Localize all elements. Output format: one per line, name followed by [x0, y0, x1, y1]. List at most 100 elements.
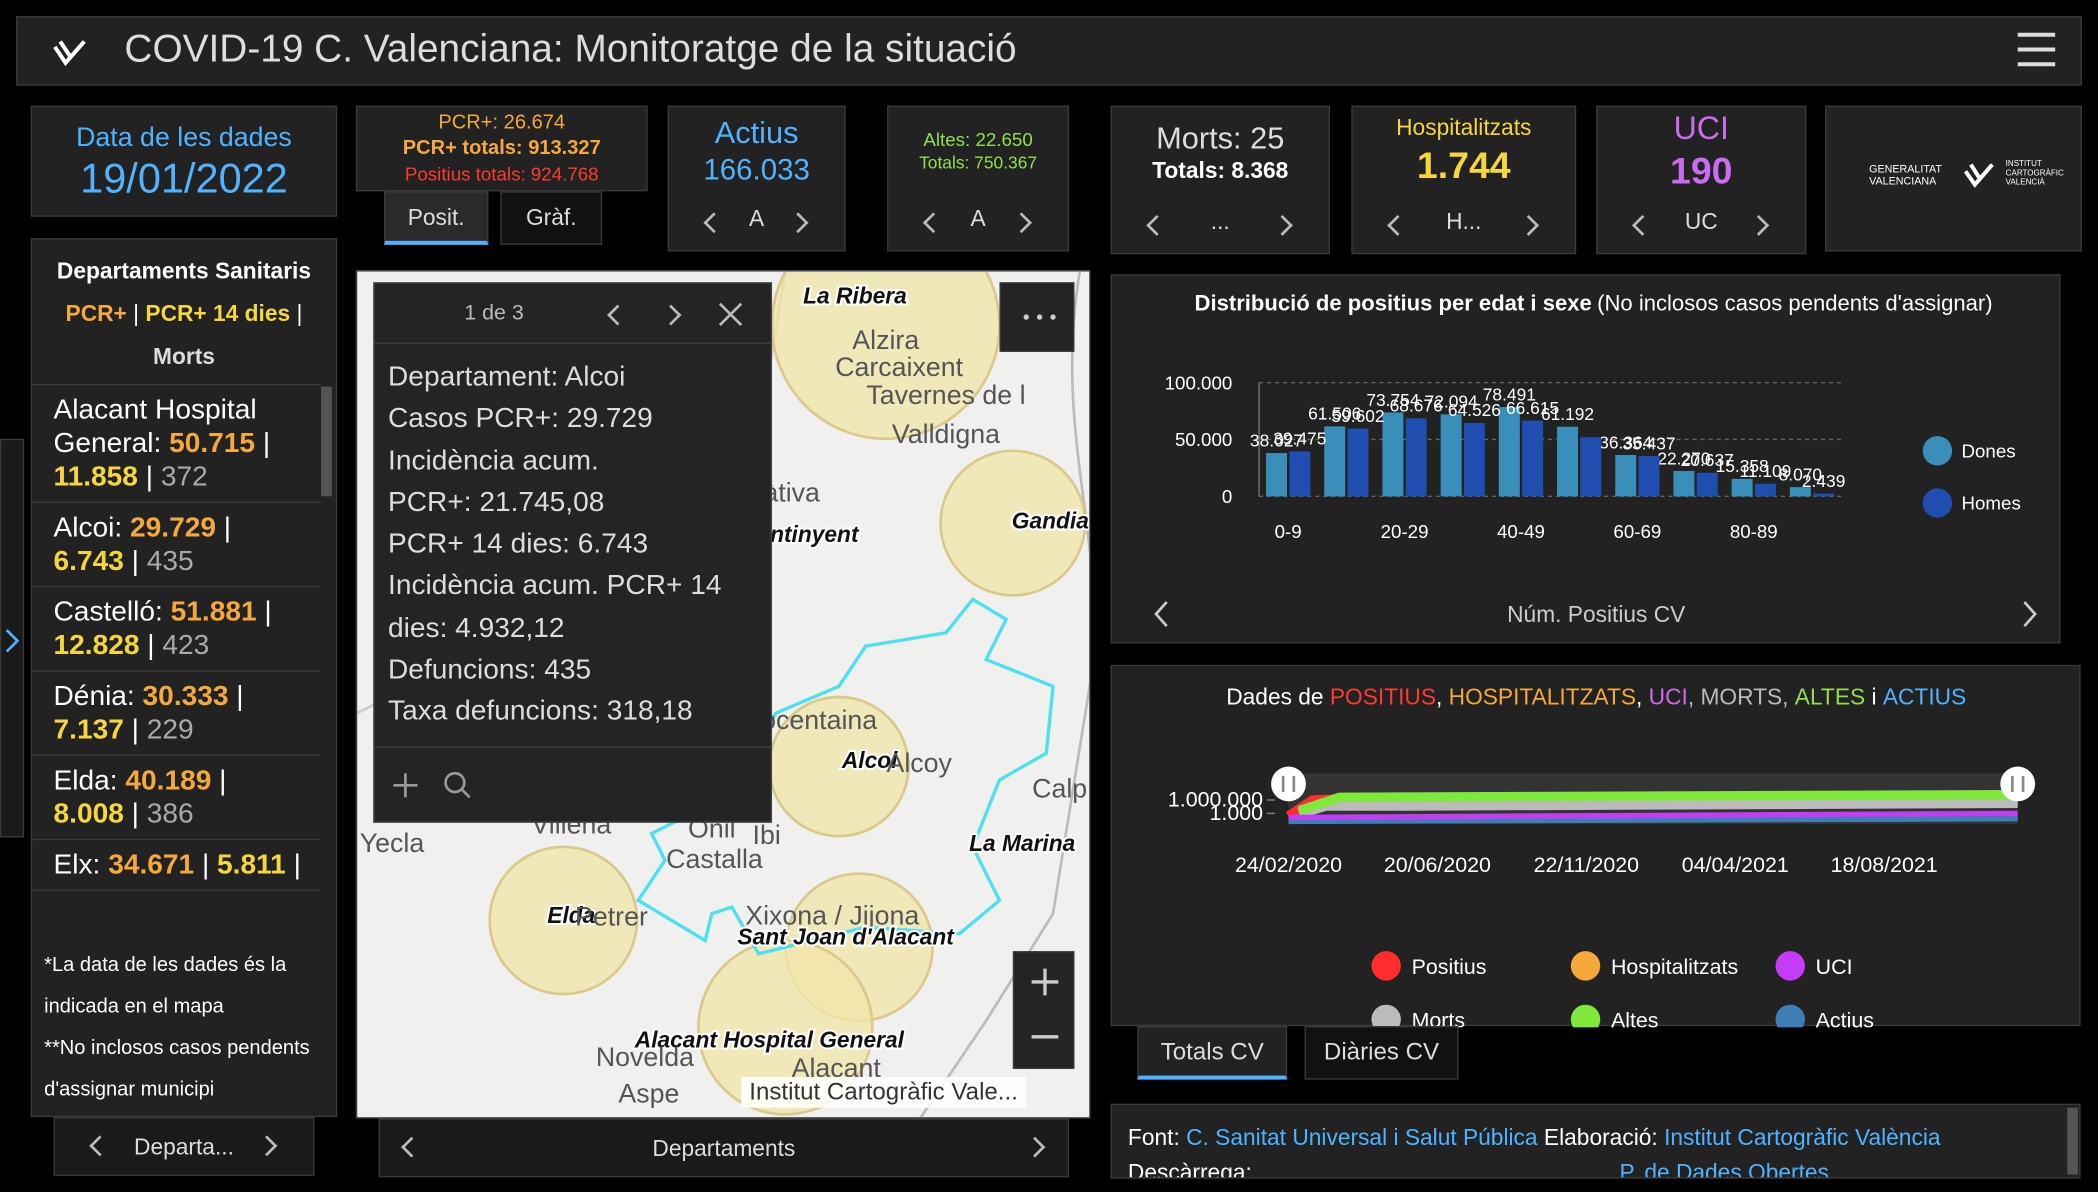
card-title: Actius [714, 115, 799, 150]
popup-divider [374, 746, 771, 748]
footer-text: Font: C. Sanitat Universal i Salut Públi… [1128, 1121, 2065, 1179]
popup-line: Incidència acum. PCR+ 14 [388, 570, 722, 602]
bar [1347, 428, 1369, 497]
department-item[interactable]: Castelló: 51.881 12.828 423 [32, 587, 322, 672]
value-label: 61.506 [1308, 404, 1361, 424]
card-line: Morts: 25 [1156, 120, 1285, 156]
tab[interactable]: Posit. [384, 191, 489, 245]
dept-name: Dénia: [53, 680, 135, 712]
department-item[interactable]: Elx: 34.671 5.811 [32, 840, 322, 891]
departments-panel: Departaments Sanitaris PCR+PCR+ 14 dies … [30, 238, 338, 1118]
y-tick-label: 1.000.000 [1168, 788, 1263, 812]
card-nav: ... [1210, 208, 1230, 235]
place-label: La Ribera [803, 283, 907, 309]
card-value: 190 [1670, 149, 1733, 192]
handle-grip [1281, 775, 2025, 792]
bar [1580, 437, 1602, 497]
popup-line: dies: 4.932,12 [388, 612, 565, 644]
place-label: Novelda [596, 1042, 694, 1072]
nav-prev[interactable] [1154, 601, 1168, 627]
dept-name: Alcoi: [53, 512, 123, 544]
dept-name: Elx: [53, 849, 101, 881]
legend-morts: Morts [153, 343, 215, 370]
separator [138, 462, 161, 493]
footer-label: Elaboració: [1543, 1125, 1658, 1151]
place-label: Carcaixent [835, 352, 963, 382]
department-item[interactable]: Dénia: 30.333 7.137 229 [32, 672, 322, 756]
separator [124, 546, 147, 577]
department-item[interactable]: Elda: 40.1898.008 386 [32, 756, 322, 841]
bar [1463, 422, 1485, 497]
x-tick-label: 0-9 [1275, 521, 1302, 542]
value-label: 2.439 [1802, 471, 1845, 491]
place-label: Elda [547, 902, 595, 928]
value-label: 78.491 [1483, 384, 1536, 404]
footer-link[interactable]: P. de Dades Obertes [1619, 1159, 1829, 1179]
value-label: 59.602 [1331, 406, 1384, 426]
place-label: Calp [1032, 773, 1087, 803]
tab[interactable]: Totals CV [1137, 1026, 1288, 1080]
panel-legend: PCR+ PCR+ 14 dies [32, 301, 336, 328]
popup: 1 de 3 Departament: Alcoi Casos PCR+: 29.… [373, 282, 773, 823]
date-label: Data de les dades [76, 123, 292, 153]
date-card: Data de les dades 19/01/2022 [30, 105, 338, 217]
pcr-line: PCR+: 26.674 [438, 111, 566, 134]
separator [255, 428, 270, 459]
nav-label: Departa... [134, 1134, 234, 1160]
x-tick-label: 40-49 [1497, 521, 1545, 542]
scrollbar[interactable] [321, 386, 332, 497]
place-label: Alcoi [841, 747, 898, 773]
menu-button[interactable] [2016, 31, 2056, 68]
title-part: , MORTS, [1688, 683, 1795, 709]
popup-line: Casos PCR+: 29.729 [388, 403, 653, 434]
side-toggle[interactable] [0, 438, 25, 838]
slider-handle[interactable] [1271, 766, 1306, 802]
zoom-control[interactable] [1012, 951, 1075, 1069]
popup-line: Departament: Alcoi [388, 361, 626, 392]
x-tick-label: 24/02/2020 [1235, 853, 1342, 877]
map[interactable]: La Ribera Alzira Carcaixent Tavernes de l Va… [355, 270, 1091, 1119]
popup-close[interactable] [718, 302, 743, 327]
legend-label: Morts [1412, 1008, 1465, 1027]
dept-morts: 229 [146, 714, 194, 746]
place-label: La Marina [969, 830, 1075, 856]
separator [290, 301, 302, 326]
tab[interactable]: Gràf. [500, 191, 603, 245]
bar [1731, 478, 1753, 497]
place-label: Alacant Hospital General [634, 1026, 905, 1052]
separator [194, 850, 217, 881]
value-label: 11.109 [1739, 461, 1791, 481]
nav-next[interactable] [2023, 601, 2037, 627]
dept-morts: 372 [160, 461, 208, 493]
popup-tools[interactable] [391, 771, 471, 803]
slider-handle[interactable] [2000, 766, 2036, 802]
value-label: 38.027 [1250, 430, 1303, 450]
tab-label: Posit. [407, 204, 465, 231]
separator [216, 512, 231, 543]
separator [124, 799, 147, 830]
map-menu[interactable] [999, 282, 1075, 352]
altes-card: Altes: 22.650 Totals: 750.367 A [887, 105, 1070, 252]
place-label: Alzira [852, 325, 919, 355]
department-item[interactable]: Alcoi: 29.7296.743 435 [32, 503, 322, 588]
title-part: , [1636, 683, 1649, 709]
footer-link[interactable]: C. Sanitat Universal i Salut Pública [1186, 1125, 1538, 1151]
dept-pcr: 30.333 [142, 680, 229, 712]
footer-link[interactable]: Institut Cartogràfic València [1664, 1125, 1941, 1151]
place-label: Xixona / Jijona [745, 900, 919, 930]
logo-text: VALENCIANA [1869, 175, 1937, 188]
popup-line: Taxa defuncions: 318,18 [388, 696, 693, 727]
department-item[interactable]: Alacant Hospital General: 50.715 11.858 37… [32, 385, 322, 504]
bar [1615, 454, 1637, 497]
bar [1405, 418, 1427, 497]
separator [124, 714, 147, 745]
legend-swatch [1570, 1004, 1601, 1035]
dept-name: Elda: [53, 765, 118, 796]
icv-logo: INSTITUT CARTOGRÀFIC VALENCIÀ [2006, 161, 2064, 189]
scrollbar[interactable] [2067, 1107, 2078, 1175]
y-tick-label: 50.000 [1175, 429, 1232, 450]
title-part: HOSPITALITZATS [1449, 683, 1636, 709]
legend-label: Actius [1816, 1008, 1874, 1027]
tab[interactable]: Diàries CV [1304, 1026, 1459, 1080]
